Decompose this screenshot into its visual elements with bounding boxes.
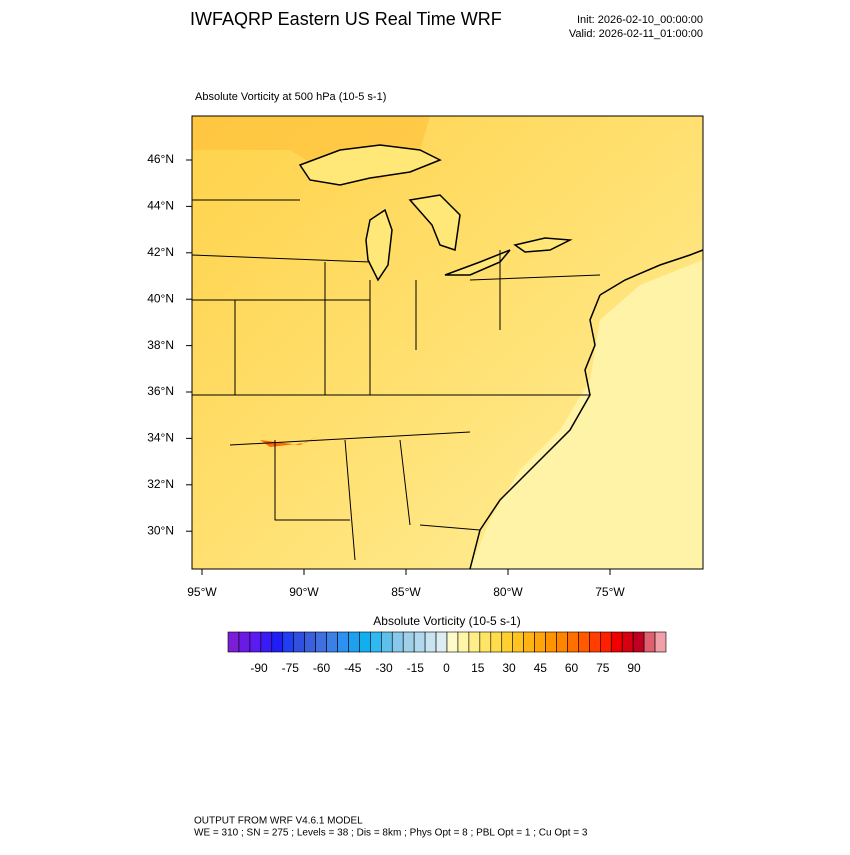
colorbar-box <box>282 631 294 653</box>
colorbar-box <box>337 631 349 653</box>
colorbar-box <box>260 631 273 653</box>
colorbar-tick-label: 60 <box>565 661 579 675</box>
lat-label: 40°N <box>147 291 174 305</box>
lon-label: 85°W <box>391 585 421 599</box>
colorbar-box <box>315 631 327 653</box>
colorbar-box <box>621 631 634 653</box>
colorbar-tick-label: -75 <box>282 661 300 675</box>
colorbar-box <box>479 631 492 653</box>
lat-label: 30°N <box>147 523 174 537</box>
lon-label: 75°W <box>595 585 625 599</box>
coastline <box>599 249 704 296</box>
colorbar-box <box>402 631 415 653</box>
colorbar-box <box>610 631 623 653</box>
footer-line: OUTPUT FROM WRF V4.6.1 MODEL <box>194 816 363 827</box>
colorbar-box <box>501 631 513 653</box>
colorbar-tick-label: 15 <box>471 661 485 675</box>
init-time: Init: 2026-02-10_00:00:00 <box>577 14 703 26</box>
colorbar-tick-label: -45 <box>344 661 362 675</box>
ocean <box>470 260 703 569</box>
colorbar-box <box>424 631 437 653</box>
title: IWFAQRP Eastern US Real Time WRF <box>190 9 502 29</box>
colorbar-box <box>446 631 459 653</box>
colorbar-tick-label: -90 <box>250 661 268 675</box>
field-label: Absolute Vorticity at 500 hPa (10-5 s-1) <box>195 91 386 103</box>
colorbar-box <box>271 631 284 653</box>
colorbar-box <box>578 631 590 653</box>
colorbar-box <box>512 631 524 653</box>
colorbar-box <box>391 631 404 653</box>
colorbar-box <box>435 631 448 653</box>
lat-label: 46°N <box>147 152 174 166</box>
colorbar-box <box>370 631 382 653</box>
colorbar-tick-label: 45 <box>534 661 548 675</box>
state-borders <box>191 199 601 561</box>
colorbar-box <box>249 631 262 653</box>
colorbar-box <box>348 631 360 653</box>
colorbar-box <box>599 631 612 653</box>
great-lakes <box>298 144 573 282</box>
lat-label: 32°N <box>147 477 174 491</box>
colorbar-box <box>589 631 601 653</box>
colorbar-box <box>238 631 251 653</box>
colorbar-box <box>556 631 568 653</box>
map-frame <box>191 115 704 570</box>
coastline <box>469 294 601 570</box>
colorbar-box <box>534 631 546 653</box>
colorbar-box <box>468 631 481 653</box>
lat-label: 34°N <box>147 431 174 445</box>
colorbar-tick-label: -15 <box>407 661 425 675</box>
lat-labels: 46°N 44°N 42°N 40°N 38°N 36°N 34°N 32°N 30°N <box>147 152 192 537</box>
colorbar-box <box>567 631 579 653</box>
colorbar-box <box>380 631 393 653</box>
colorbar-box <box>654 631 667 653</box>
colorbar-box <box>293 631 305 653</box>
colorbar-box <box>545 631 557 653</box>
lon-label: 90°W <box>289 585 319 599</box>
colorbar: -90 -75 -60 -45 -30 -15 0 15 30 45 60 75 90 <box>227 631 667 675</box>
colorbar-tick-label: -60 <box>313 661 331 675</box>
colorbar-box <box>632 631 645 653</box>
colorbar-title: Absolute Vorticity (10-5 s-1) <box>373 614 520 628</box>
colorbar-box <box>643 631 656 653</box>
lon-label: 95°W <box>187 585 217 599</box>
colorbar-tick-label: 75 <box>596 661 610 675</box>
lat-label: 42°N <box>147 245 174 259</box>
colorbar-box <box>304 631 316 653</box>
lat-label: 44°N <box>147 199 174 213</box>
colorbar-box <box>457 631 470 653</box>
colorbar-tick-label: 30 <box>502 661 516 675</box>
colorbar-box <box>326 631 338 653</box>
lat-label: 38°N <box>147 338 174 352</box>
colorbar-box <box>490 631 503 653</box>
colorbar-box <box>413 631 426 653</box>
valid-time: Valid: 2026-02-11_01:00:00 <box>569 28 703 40</box>
lon-labels: 95°W 90°W 85°W 80°W 75°W <box>187 569 625 599</box>
colorbar-box <box>227 631 240 653</box>
colorbar-box <box>359 631 371 653</box>
colorbar-tick-label: 90 <box>627 661 641 675</box>
lon-label: 80°W <box>493 585 523 599</box>
colorbar-box <box>523 631 535 653</box>
colorbar-tick-label: -30 <box>375 661 393 675</box>
map <box>191 115 704 570</box>
colorbar-tick-label: 0 <box>443 661 450 675</box>
footer-line: WE = 310 ; SN = 275 ; Levels = 38 ; Dis … <box>194 828 588 839</box>
lat-label: 36°N <box>147 384 174 398</box>
